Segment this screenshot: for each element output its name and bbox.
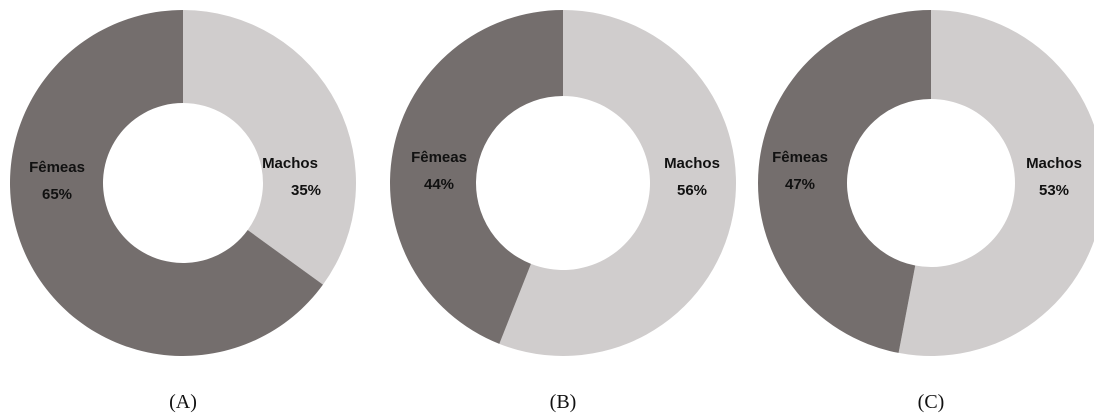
- slice-percent-machos: 53%: [1039, 182, 1069, 199]
- slice-percent-machos: 35%: [291, 182, 321, 199]
- slice-percent-machos: 56%: [677, 182, 707, 199]
- donut-slice-femeas: [9, 10, 323, 356]
- donut-slice-femeas: [390, 10, 563, 344]
- slice-percent-femeas: 65%: [42, 186, 72, 203]
- slice-label-machos: Machos: [262, 155, 318, 172]
- slice-label-machos: Machos: [664, 155, 720, 172]
- slice-label-femeas: Fêmeas: [411, 149, 467, 166]
- panel-caption: (B): [550, 391, 577, 413]
- chart-panel-a: Machos 35% Fêmeas 65% (A): [9, 10, 356, 413]
- donut-slice-machos: [183, 10, 356, 285]
- slice-percent-femeas: 47%: [785, 176, 815, 193]
- chart-panel-b: Machos 56% Fêmeas 44% (B): [390, 10, 737, 413]
- panel-caption: (C): [918, 391, 945, 413]
- slice-label-femeas: Fêmeas: [29, 159, 85, 176]
- donut-slice-machos: [898, 10, 1094, 356]
- slice-percent-femeas: 44%: [424, 176, 454, 193]
- donut-slice-machos: [499, 10, 737, 356]
- panel-caption: (A): [169, 391, 197, 413]
- donut-slice-femeas: [757, 10, 931, 353]
- slice-label-femeas: Fêmeas: [772, 149, 828, 166]
- chart-panel-c: Machos 53% Fêmeas 47% (C): [757, 10, 1094, 413]
- slice-label-machos: Machos: [1026, 155, 1082, 172]
